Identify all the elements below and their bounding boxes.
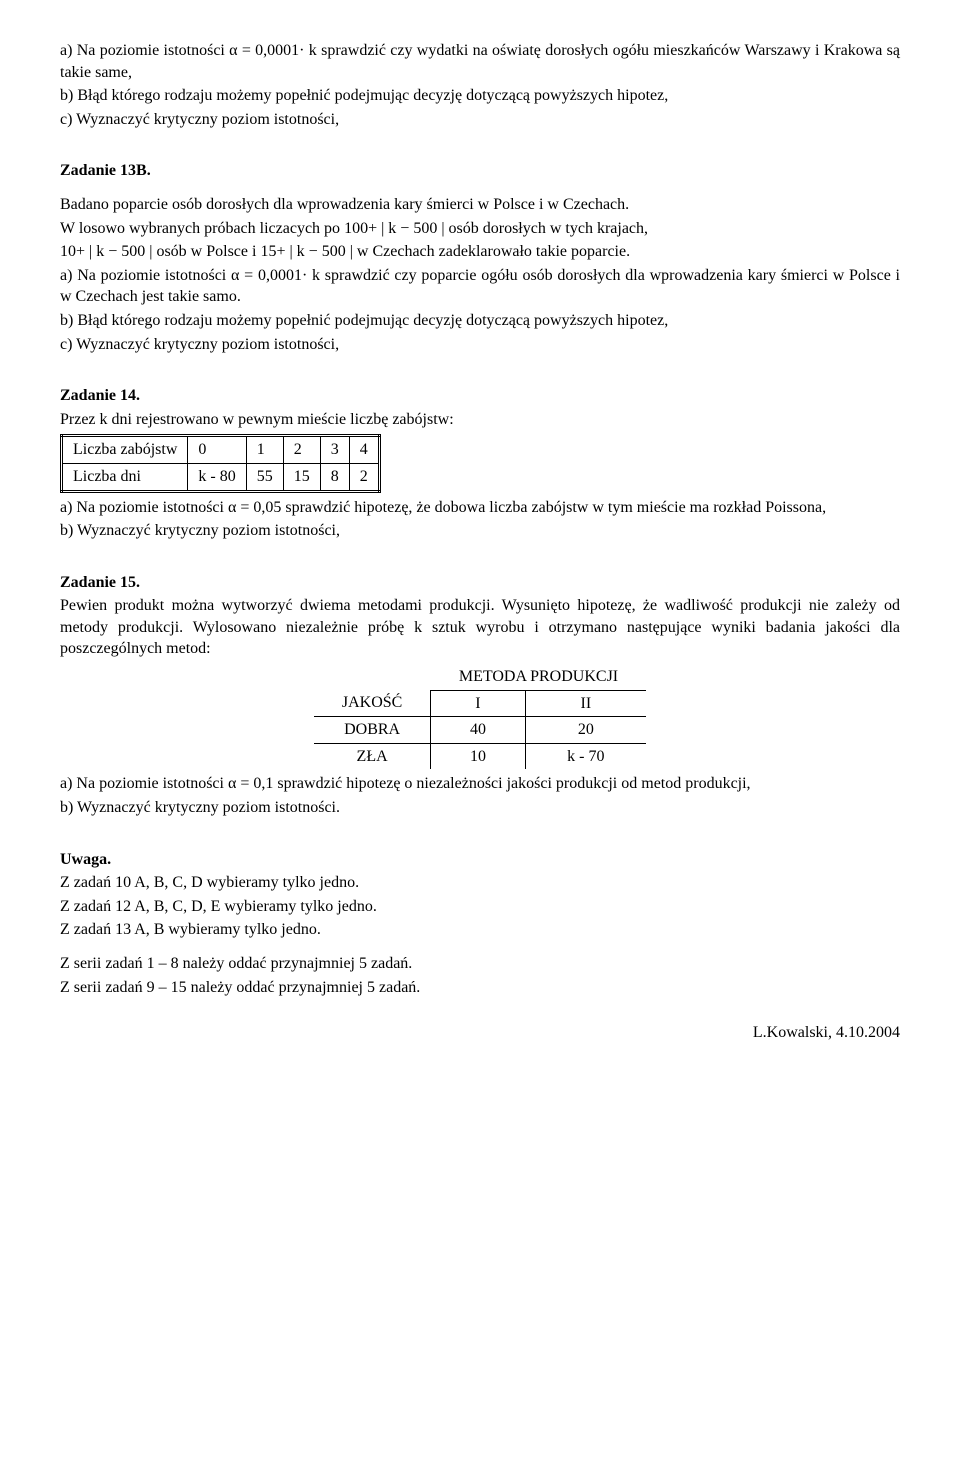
z13b-c: c) Wyznaczyć krytyczny poziom istotności… bbox=[60, 334, 900, 356]
cell: 0 bbox=[188, 436, 246, 464]
cell-header: I bbox=[431, 690, 525, 717]
cell: 8 bbox=[320, 463, 349, 491]
z13b-p1: Badano poparcie osób dorosłych dla wprow… bbox=[60, 194, 900, 216]
uwaga: Uwaga. Z zadań 10 A, B, C, D wybieramy t… bbox=[60, 849, 900, 999]
uwaga-l3: Z zadań 13 A, B wybieramy tylko jedno. bbox=[60, 919, 900, 941]
cell: 2 bbox=[349, 463, 379, 491]
item-b-text: b) Błąd którego rodzaju możemy popełnić … bbox=[60, 87, 668, 104]
zadanie-15: Zadanie 15. Pewien produkt można wytworz… bbox=[60, 572, 900, 819]
table-row: JAKOŚĆ I II bbox=[314, 690, 646, 717]
z14-b: b) Wyznaczyć krytyczny poziom istotności… bbox=[60, 520, 900, 542]
z13b-p2a: W losowo wybranych próbach liczacych po bbox=[60, 220, 344, 237]
table-row: ZŁA 10 k - 70 bbox=[314, 743, 646, 769]
cell: k - 80 bbox=[188, 463, 246, 491]
uwaga-l2: Z zadań 12 A, B, C, D, E wybieramy tylko… bbox=[60, 896, 900, 918]
cell: 40 bbox=[431, 717, 525, 744]
item-a: a) Na poziomie istotności α = 0,0001· k … bbox=[60, 40, 900, 83]
cell: 2 bbox=[283, 436, 320, 464]
z15-title: Zadanie 15. bbox=[60, 572, 900, 594]
cell: 3 bbox=[320, 436, 349, 464]
cell: 10 bbox=[431, 743, 525, 769]
page-footer: L.Kowalski, 4.10.2004 bbox=[60, 1022, 900, 1044]
z13b-p2: W losowo wybranych próbach liczacych po … bbox=[60, 218, 900, 240]
z13b-p3f1: 10+ | k − 500 | bbox=[60, 243, 152, 260]
z14-intro: Przez k dni rejestrowano w pewnym mieści… bbox=[60, 409, 900, 431]
uwaga-title: Uwaga. bbox=[60, 849, 900, 871]
item-c-text: c) Wyznaczyć krytyczny poziom istotności… bbox=[60, 111, 339, 128]
cell: 15 bbox=[283, 463, 320, 491]
cell: Liczba zabójstw bbox=[62, 436, 188, 464]
cell-empty bbox=[314, 664, 431, 690]
zadanie-14: Zadanie 14. Przez k dni rejestrowano w p… bbox=[60, 385, 900, 542]
cell: DOBRA bbox=[314, 717, 431, 744]
z13b-a: a) Na poziomie istotności α = 0,0001· k … bbox=[60, 265, 900, 308]
z13b-p2f1: 100+ | k − 500 | bbox=[344, 220, 444, 237]
z14-title: Zadanie 14. bbox=[60, 385, 900, 407]
z14-table: Liczba zabójstw 0 1 2 3 4 Liczba dni k -… bbox=[60, 434, 381, 492]
cell-header: JAKOŚĆ bbox=[314, 690, 431, 717]
zadanie-13b: Zadanie 13B. Badano poparcie osób dorosł… bbox=[60, 160, 900, 355]
cell-header: II bbox=[525, 690, 646, 717]
z15-table: METODA PRODUKCJI JAKOŚĆ I II DOBRA 40 20… bbox=[314, 664, 646, 769]
z13b-p3: 10+ | k − 500 | osób w Polsce i 15+ | k … bbox=[60, 241, 900, 263]
z14-a1: a) Na poziomie istotności bbox=[60, 499, 228, 516]
uwaga-s2: Z serii zadań 9 – 15 należy oddać przyna… bbox=[60, 977, 900, 999]
z13b-p3f2: 15+ | k − 500 | bbox=[260, 243, 352, 260]
cell: k - 70 bbox=[525, 743, 646, 769]
z15-af: α = 0,1 bbox=[228, 775, 273, 792]
uwaga-s1: Z serii zadań 1 – 8 należy oddać przynaj… bbox=[60, 953, 900, 975]
z15-a2: sprawdzić hipotezę o niezależności jakoś… bbox=[273, 775, 750, 792]
cell-header: METODA PRODUKCJI bbox=[431, 664, 646, 690]
cell: Liczba dni bbox=[62, 463, 188, 491]
cell: ZŁA bbox=[314, 743, 431, 769]
z13b-af: α = 0,0001· k bbox=[231, 267, 320, 284]
z13b-title: Zadanie 13B. bbox=[60, 160, 900, 182]
item-a-text1: a) Na poziomie istotności bbox=[60, 42, 229, 59]
z15-a: a) Na poziomie istotności α = 0,1 sprawd… bbox=[60, 773, 900, 795]
z13b-p3c: w Czechach zadeklarowało takie poparcie. bbox=[353, 243, 630, 260]
cell: 55 bbox=[246, 463, 283, 491]
item-a-formula: α = 0,0001· k bbox=[229, 42, 317, 59]
cell: 4 bbox=[349, 436, 379, 464]
table-row: DOBRA 40 20 bbox=[314, 717, 646, 744]
z15-a1: a) Na poziomie istotności bbox=[60, 775, 228, 792]
table-row: METODA PRODUKCJI bbox=[314, 664, 646, 690]
task-continuation: a) Na poziomie istotności α = 0,0001· k … bbox=[60, 40, 900, 130]
z13b-p2b: osób dorosłych w tych krajach, bbox=[445, 220, 649, 237]
uwaga-l1: Z zadań 10 A, B, C, D wybieramy tylko je… bbox=[60, 872, 900, 894]
z14-a: a) Na poziomie istotności α = 0,05 spraw… bbox=[60, 497, 900, 519]
z14-af: α = 0,05 bbox=[228, 499, 281, 516]
table-row: Liczba zabójstw 0 1 2 3 4 bbox=[62, 436, 380, 464]
z14-a2: sprawdzić hipotezę, że dobowa liczba zab… bbox=[281, 499, 826, 516]
cell: 1 bbox=[246, 436, 283, 464]
item-b: b) Błąd którego rodzaju możemy popełnić … bbox=[60, 85, 900, 107]
z13b-b: b) Błąd którego rodzaju możemy popełnić … bbox=[60, 310, 900, 332]
z13b-a1: a) Na poziomie istotności bbox=[60, 267, 231, 284]
z15-p1: Pewien produkt można wytworzyć dwiema me… bbox=[60, 595, 900, 660]
z13b-p3b: osób w Polsce i bbox=[152, 243, 260, 260]
item-c: c) Wyznaczyć krytyczny poziom istotności… bbox=[60, 109, 900, 131]
z15-b: b) Wyznaczyć krytyczny poziom istotności… bbox=[60, 797, 900, 819]
cell: 20 bbox=[525, 717, 646, 744]
table-row: Liczba dni k - 80 55 15 8 2 bbox=[62, 463, 380, 491]
